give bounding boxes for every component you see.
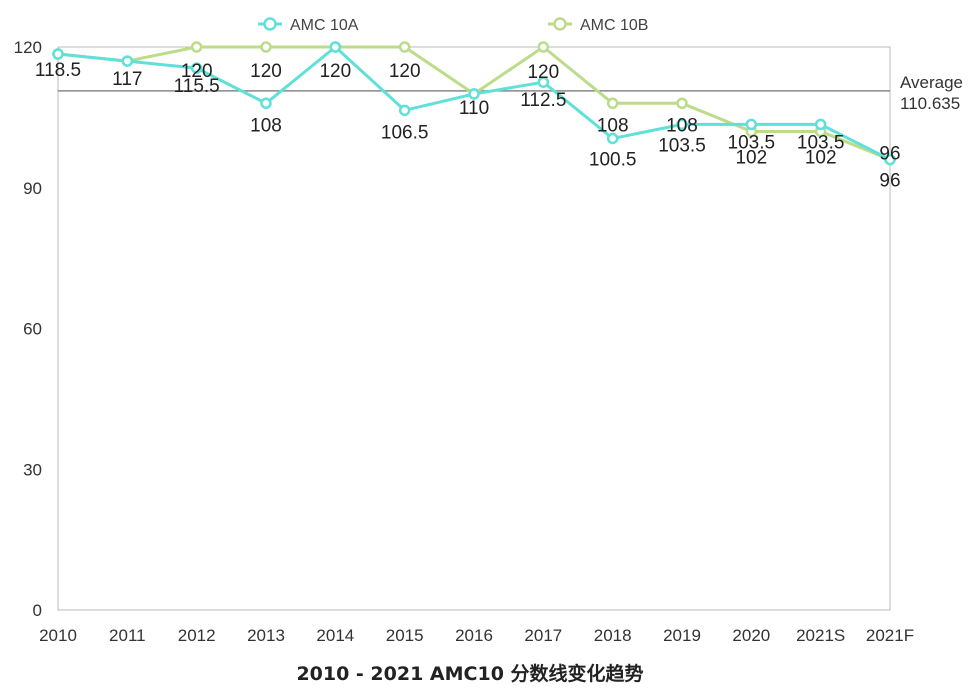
data-label-amc-10a: 110 [459, 98, 489, 119]
data-point-amc-10a [884, 153, 896, 166]
x-tick-label: 2017 [524, 626, 562, 645]
data-label-amc-10a: 108 [250, 115, 282, 136]
data-point-amc-10a [537, 76, 550, 88]
data-label-amc-10a: 96 [879, 171, 900, 192]
legend-swatch-marker [263, 17, 277, 31]
average-label: Average [900, 73, 963, 92]
y-tick-label: 120 [14, 38, 42, 57]
data-point-amc-10b [190, 41, 203, 53]
data-point-amc-10a [814, 118, 827, 131]
x-tick-label: 2015 [386, 626, 424, 645]
data-point-amc-10a [260, 97, 272, 110]
data-label-amc-10a: 103.5 [797, 132, 845, 153]
data-point-amc-10a [190, 62, 203, 74]
x-tick-label: 2020 [732, 626, 770, 645]
legend-label: AMC 10A [290, 17, 359, 34]
data-label-amc-10a: 117 [112, 69, 142, 90]
data-point-amc-10a [52, 48, 64, 60]
legend: AMC 10A AMC 10B [258, 17, 648, 34]
data-point-amc-10b [398, 41, 411, 53]
data-label-amc-10b: 120 [527, 62, 559, 83]
data-label-amc-10b: 120 [250, 61, 282, 82]
y-tick-label: 0 [33, 601, 42, 620]
data-point-amc-10b [537, 41, 550, 53]
x-tick-label: 2011 [109, 626, 146, 645]
legend-label: AMC 10B [580, 17, 648, 34]
x-tick-label: 2012 [178, 626, 216, 645]
data-label-amc-10b: 108 [666, 115, 698, 136]
legend-swatch-marker [553, 17, 567, 31]
data-point-amc-10b [606, 97, 619, 110]
x-tick-label: 2016 [455, 626, 493, 645]
series-group [52, 41, 896, 166]
x-tick-label: 2019 [663, 626, 701, 645]
x-tick-label: 2014 [316, 626, 354, 645]
data-label-amc-10b: 120 [389, 61, 421, 82]
data-label-amc-10a: 103.5 [658, 135, 706, 156]
data-label-amc-10b: 102 [805, 147, 837, 168]
data-label-amc-10a: 103.5 [728, 132, 776, 153]
data-point-amc-10b [676, 97, 688, 110]
data-point-amc-10a [329, 41, 342, 53]
average-value-label: 110.635 [900, 94, 960, 113]
data-point-amc-10a [121, 55, 134, 67]
data-point-amc-10a [676, 118, 688, 131]
data-point-amc-10b [260, 41, 272, 53]
data-point-amc-10a [606, 132, 619, 145]
y-tick-label: 30 [23, 460, 42, 479]
y-tick-label: 60 [23, 320, 42, 339]
data-label-amc-10a: 118.5 [35, 60, 81, 81]
y-tick-label: 90 [23, 179, 42, 198]
x-tick-label: 2013 [247, 626, 285, 645]
data-point-amc-10a [468, 88, 480, 100]
x-tick-label: 2021F [866, 626, 914, 645]
x-tick-label: 2021S [796, 626, 845, 645]
data-label-amc-10b: 96 [879, 144, 900, 165]
data-label-amc-10a: 112.5 [520, 90, 566, 111]
x-tick-label: 2010 [39, 626, 77, 645]
x-tick-label: 2018 [594, 626, 632, 645]
data-label-amc-10b: 108 [597, 115, 629, 136]
plot-area [57, 46, 891, 611]
chart-title: 2010 - 2021 AMC10 分数线变化趋势 [296, 662, 643, 685]
data-point-amc-10a [398, 104, 411, 117]
data-label-amc-10a: 115.5 [174, 76, 220, 97]
data-point-amc-10a [745, 118, 758, 131]
data-label-amc-10b: 102 [735, 147, 767, 168]
data-label-amc-10a: 106.5 [381, 122, 429, 143]
data-labels: 118.5 117 115.5 108 120 106.5 110 112.5 100.5 103… [35, 60, 901, 192]
axis-ticks: 0 30 60 90 120 2010 2011 2012 2013 2014 2015 2016 20… [14, 38, 914, 645]
data-label-amc-10b: 120 [181, 61, 213, 82]
data-label-amc-10a: 100.5 [589, 149, 637, 170]
data-label-amc-10a: 120 [319, 61, 351, 82]
